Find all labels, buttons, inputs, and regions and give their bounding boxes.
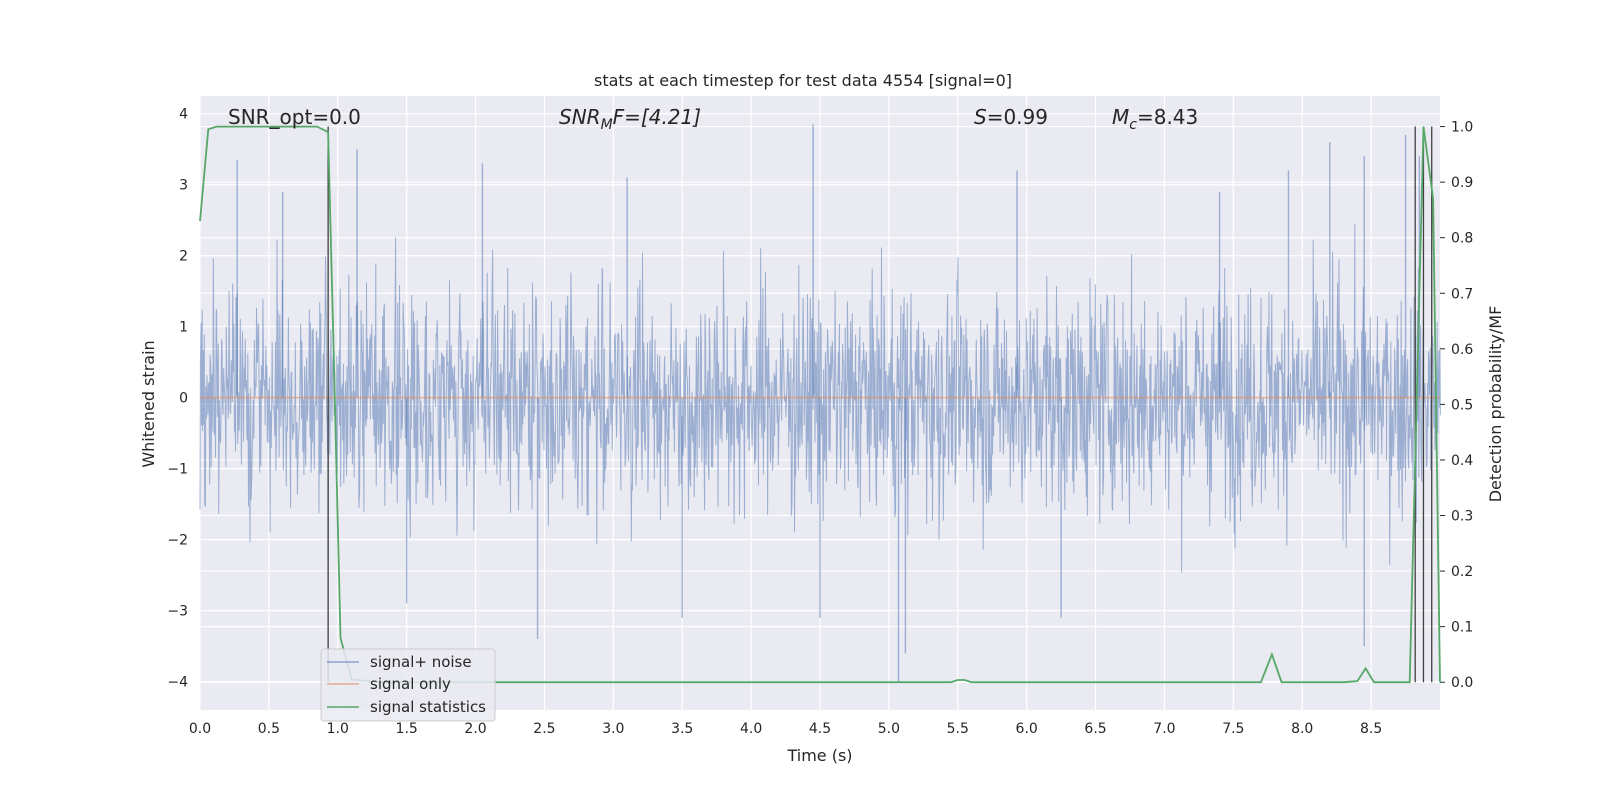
- signal-statistics-line: [199, 125, 1441, 684]
- y-right-tick-label: 0.6: [1451, 342, 1473, 358]
- y-left-tick-label: −2: [167, 533, 188, 549]
- vertical-markers: [327, 126, 1433, 683]
- y-right-tick-label: 0.1: [1451, 620, 1473, 636]
- y-right-tick-labels: 1.0 0.9 0.8 0.7 0.6 0.5 0.4 0.3 0.2 0.1 0.0: [1451, 120, 1473, 692]
- y-right-tick-label: 0.5: [1451, 397, 1473, 413]
- annotation-s-val: =0.99: [987, 105, 1048, 129]
- x-tick-label: 6.5: [1084, 721, 1106, 737]
- x-tick-label: 1.5: [396, 721, 418, 737]
- y-left-tick-label: 3: [179, 178, 188, 194]
- chart-title: stats at each timestep for test data 455…: [594, 71, 1012, 90]
- y-left-tick-label: −3: [167, 604, 188, 620]
- x-tick-label: 1.0: [327, 721, 349, 737]
- y-left-tick-label: −1: [167, 462, 188, 478]
- annotation-s: S=0.99: [974, 105, 1048, 129]
- x-tick-label: 5.0: [878, 721, 900, 737]
- annotation-mc-val: =8.43: [1137, 105, 1198, 129]
- x-tick-label: 4.5: [809, 721, 831, 737]
- x-tick-label: 0.5: [258, 721, 280, 737]
- y-right-tick-label: 1.0: [1451, 120, 1473, 136]
- x-tick-label: 6.0: [1016, 721, 1038, 737]
- annotation-mc-base: M: [1112, 105, 1129, 129]
- y-right-tick-label: 0.4: [1451, 453, 1473, 469]
- y-right-tick-label: 0.9: [1451, 175, 1473, 191]
- x-tick-label: 2.5: [533, 721, 555, 737]
- annotation-snr-mf-rest: F=[4.21]: [613, 105, 701, 129]
- y-left-tick-label: −4: [167, 675, 188, 691]
- legend: signal+ noise signal only signal statist…: [320, 648, 496, 722]
- x-tick-label: 7.5: [1222, 721, 1244, 737]
- y-left-tick-label: 2: [179, 249, 188, 265]
- legend-label-signal-statistics: signal statistics: [370, 698, 486, 716]
- annotation-mc-sub: c: [1129, 117, 1137, 133]
- legend-label-signal-only: signal only: [370, 675, 451, 693]
- x-tick-label: 0.0: [189, 721, 211, 737]
- y-left-tick-label: 4: [179, 107, 188, 123]
- x-tick-label: 2.0: [464, 721, 486, 737]
- annotation-snr-mf-base: SNR: [559, 105, 601, 129]
- annotation-s-var: S: [974, 105, 987, 129]
- annotation-mc: Mc=8.43: [1112, 105, 1198, 133]
- x-tick-label: 3.5: [671, 721, 693, 737]
- y-right-tick-label: 0.3: [1451, 509, 1473, 525]
- x-tick-labels: 0.0 0.5 1.0 1.5 2.0 2.5 3.0 3.5 4.0 4.5 5.0 5.5 6.0 6…: [189, 721, 1382, 737]
- x-tick-label: 4.0: [740, 721, 762, 737]
- annotation-snr-mf: SNRMF=[4.21]: [559, 105, 701, 133]
- legend-box: [320, 648, 496, 722]
- series-signal-statistics: [199, 125, 1441, 684]
- x-tick-label: 3.0: [602, 721, 624, 737]
- y-right-tick-label: 0.8: [1451, 231, 1473, 247]
- y-left-tick-labels: 4 3 2 1 0 −1 −2 −3 −4: [167, 107, 188, 691]
- y-left-tick-label: 1: [179, 320, 188, 336]
- x-tick-label: 7.0: [1153, 721, 1175, 737]
- y-right-tick-label: 0.0: [1451, 675, 1473, 691]
- y-left-tick-label: 0: [179, 391, 188, 407]
- legend-label-signal-noise: signal+ noise: [370, 653, 472, 671]
- x-tick-label: 5.5: [947, 721, 969, 737]
- y-right-axis-label: Detection probability/MF: [1486, 306, 1505, 503]
- x-tick-label: 8.5: [1360, 721, 1382, 737]
- x-axis-label: Time (s): [786, 746, 852, 765]
- annotation-snr-opt: SNR_opt=0.0: [228, 105, 361, 129]
- y-right-tick-label: 0.7: [1451, 286, 1473, 302]
- x-tick-label: 8.0: [1291, 721, 1313, 737]
- y-right-tick-label: 0.2: [1451, 564, 1473, 580]
- annotation-snr-mf-sub: M: [601, 117, 613, 133]
- y-left-axis-label: Whitened strain: [139, 340, 158, 467]
